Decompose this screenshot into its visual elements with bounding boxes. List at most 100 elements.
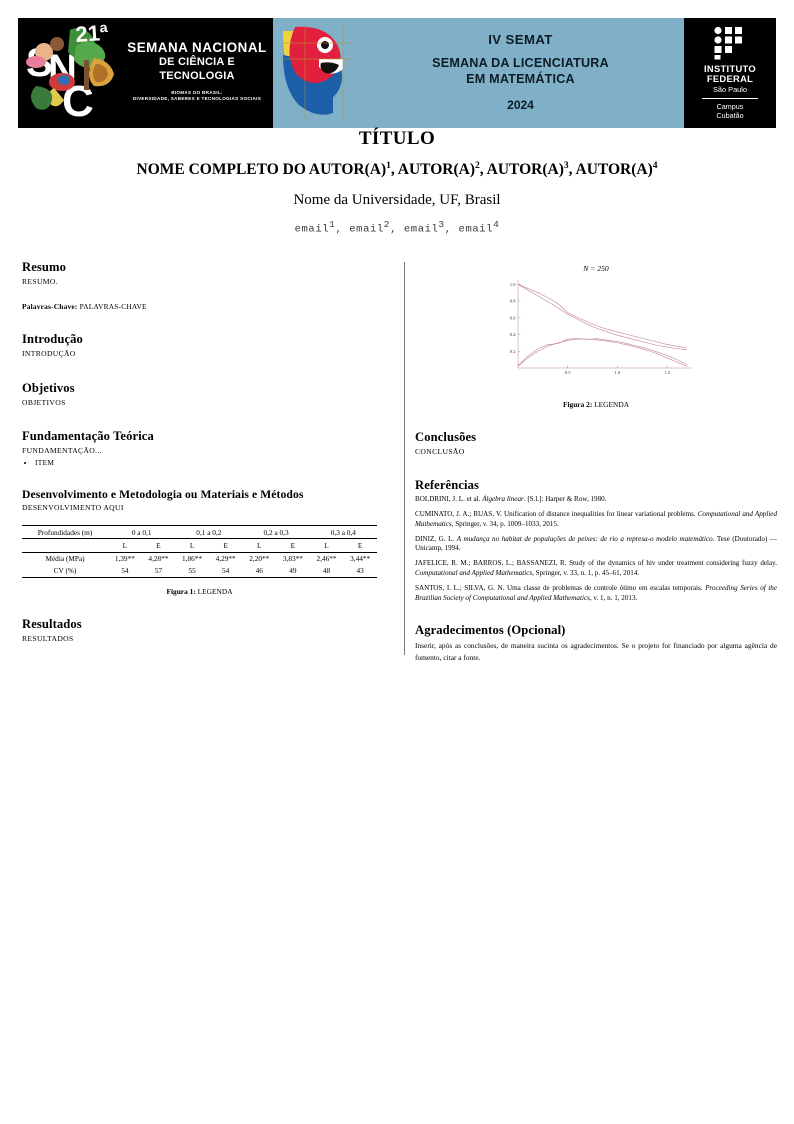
semat-wordmark: IV SEMAT SEMANA DA LICENCIATURA EM MATEM… (363, 32, 678, 112)
keywords-line: Palavras-Chave: PALAVRAS-CHAVE (22, 302, 392, 311)
figure-1-caption: Figura 1: LEGENDA (22, 587, 377, 596)
table-row: Média (MPa) 1,39** 4,28** 1,86** 4,29** … (22, 552, 377, 565)
title-block: TÍTULO NOME COMPLETO DO AUTOR(A)1, AUTOR… (18, 128, 776, 236)
table-cell: 54 (108, 564, 142, 578)
snct-line-3b: DIVERSIDADE, SABERES E TECNOLOGIAS SOCIA… (132, 95, 262, 101)
right-column: N = 250 0.2 0.4 0.6 0.8 1.0 0.5 1.0 1.5 Figura … (415, 258, 777, 663)
semat-panel: IV SEMAT SEMANA DA LICENCIATURA EM MATEM… (273, 18, 684, 128)
table-row-label: Média (MPa) (45, 554, 85, 564)
page-title: TÍTULO (358, 128, 436, 149)
reference-entry: SANTOS, I. L.; SILVA, G. N. Uma classe d… (415, 583, 777, 602)
semat-line-2b: EM MATEMÁTICA (466, 72, 575, 87)
figure-2-chart: N = 250 0.2 0.4 0.6 0.8 1.0 0.5 1.0 1.5 Figura … (496, 264, 696, 409)
figure-2-text: LEGENDA (594, 400, 630, 409)
ifsp-logo-panel: INSTITUTO FEDERAL São Paulo Campus Cubat… (684, 18, 776, 128)
chart-title-value: 250 (597, 264, 609, 273)
svg-text:0.4: 0.4 (510, 332, 516, 337)
ifsp-line-3b: Cubatão (716, 110, 744, 120)
svg-text:1.0: 1.0 (510, 282, 516, 287)
snct-line-1: SEMANA NACIONAL (127, 40, 267, 55)
table-cell: 1,39** (114, 554, 135, 564)
ifsp-line-3a: Campus (716, 101, 744, 111)
table-cell: 3,44** (350, 554, 371, 564)
table-subheader-blank (22, 538, 109, 553)
section-body-resumo: RESUMO. (22, 277, 58, 286)
section-heading-agradecimentos: Agradecimentos (Opcional) (415, 623, 566, 638)
table-cell: 1,86** (182, 554, 203, 564)
author-2: AUTOR(A) (397, 161, 475, 179)
section-heading-referencias: Referências (415, 478, 480, 493)
table-cell: 48 (309, 564, 344, 578)
section-body-desenvolvimento: DESENVOLVIMENTO AQUI (22, 503, 124, 512)
figure-2-caption: Figura 2: LEGENDA (496, 400, 696, 409)
table-subheader-cell: L (108, 538, 142, 553)
table-subheader-cell: L (175, 538, 209, 553)
table-row: CV (%) 54 57 55 54 46 49 48 43 (22, 564, 377, 578)
table-cell: 2,20** (249, 554, 270, 564)
left-column: Resumo RESUMO. Palavras-Chave: PALAVRAS-… (22, 260, 392, 644)
section-heading-resumo: Resumo (22, 260, 66, 274)
ifsp-line-1a: INSTITUTO (703, 63, 756, 74)
svg-text:1.5: 1.5 (664, 370, 670, 375)
depth-group-0: 0 a 0,1 (108, 525, 176, 540)
table-subheader-cell: L (242, 538, 277, 553)
snct-wordmark: SEMANA NACIONAL DE CIÊNCIA E TECNOLOGIA … (123, 40, 271, 102)
section-heading-desenvolvimento: Desenvolvimento e Metodologia ou Materia… (22, 488, 304, 501)
author-3: AUTOR(A) (486, 161, 564, 179)
section-body-conclusoes: CONCLUSÃO (415, 447, 465, 456)
results-table-wrapper: Profundidades (m) 0 a 0,1 0,1 a 0,2 0,2 … (22, 525, 377, 596)
section-body-agradecimentos: Inserir, após as conclusões, de maneira … (415, 641, 777, 662)
table-subheader-cell: E (343, 538, 377, 553)
table-header-row: Profundidades (m) 0 a 0,1 0,1 a 0,2 0,2 … (22, 525, 377, 540)
table-subheader-cell: L (309, 538, 344, 553)
reference-entry: CUMINATO, J. A.; RUAS, V. Unification of… (415, 510, 777, 528)
reference-entry: DINIZ, G. L. A mudança no habitat de pop… (415, 534, 777, 553)
section-heading-objetivos: Objetivos (22, 380, 75, 395)
ifsp-divider (702, 97, 758, 99)
snct-illustration-icon: S N C 21ª (26, 20, 114, 126)
semat-year: 2024 (507, 98, 534, 113)
section-heading-introducao: Introdução (22, 332, 83, 347)
table-cell: 4,28** (148, 554, 169, 564)
author-list: NOME COMPLETO DO AUTOR(A)1, AUTOR(A)2, A… (136, 161, 658, 179)
section-heading-conclusoes: Conclusões (415, 430, 477, 444)
figure-1-text: LEGENDA (197, 587, 233, 596)
section-body-introducao: INTRODUÇÃO (22, 349, 76, 359)
fundamentacao-bullet-list: ITEM (22, 458, 392, 467)
author-4: AUTOR(A) (575, 161, 653, 179)
reference-entry: BOLDRINI, J. L. et al. Álgebra linear. [… (415, 495, 607, 504)
figure-2-label: Figura 2: (562, 400, 593, 409)
svg-text:0.5: 0.5 (565, 370, 571, 375)
snct-logo-panel: S N C 21ª SEMANA NACIONAL DE CIÊNCIA E T… (18, 18, 273, 128)
svg-text:0.6: 0.6 (510, 315, 516, 320)
section-heading-fundamentacao: Fundamentação Teórica (22, 428, 154, 443)
email-2: email (349, 223, 384, 236)
table-subheader-cell: E (141, 538, 176, 553)
table-cell: 46 (242, 564, 277, 578)
table-cell: 57 (141, 564, 176, 578)
reference-entry: JAFELICE, R. M.; BARROS, L.; BASSANEZI, … (415, 559, 777, 577)
svg-text:0.8: 0.8 (510, 299, 516, 304)
table-cell: 3,83** (282, 554, 303, 564)
svg-text:0.2: 0.2 (510, 349, 516, 354)
depth-group-2: 0,2 a 0,3 (242, 525, 310, 540)
email-3: email (403, 223, 439, 236)
results-table: Profundidades (m) 0 a 0,1 0,1 a 0,2 0,2 … (22, 525, 377, 578)
depth-group-1: 0,1 a 0,2 (175, 525, 243, 540)
section-body-resultados: RESULTADOS (22, 634, 74, 643)
affiliation: Nome da Universidade, UF, Brasil (293, 192, 501, 209)
snct-line-3a: BIOMAS DO BRASIL: (171, 89, 223, 95)
svg-text:1.0: 1.0 (615, 370, 621, 375)
section-body-fundamentacao: FUNDAMENTAÇÃO... (22, 445, 102, 455)
edition-number: 21ª (75, 20, 110, 47)
table-subheader-cell: E (208, 538, 243, 553)
reference-list: BOLDRINI, J. L. et al. Álgebra linear. [… (415, 495, 777, 603)
ifsp-line-2: São Paulo (712, 85, 748, 95)
event-banner: S N C 21ª SEMANA NACIONAL DE CIÊNCIA E T… (18, 18, 776, 128)
table-row-label: CV (%) (22, 564, 109, 578)
keywords-label: Palavras-Chave: (22, 302, 78, 312)
section-heading-resultados: Resultados (22, 617, 82, 631)
table-subheader-cell: E (276, 538, 310, 553)
table-cell: 2,46** (316, 554, 337, 564)
table-cell: 54 (208, 564, 243, 578)
